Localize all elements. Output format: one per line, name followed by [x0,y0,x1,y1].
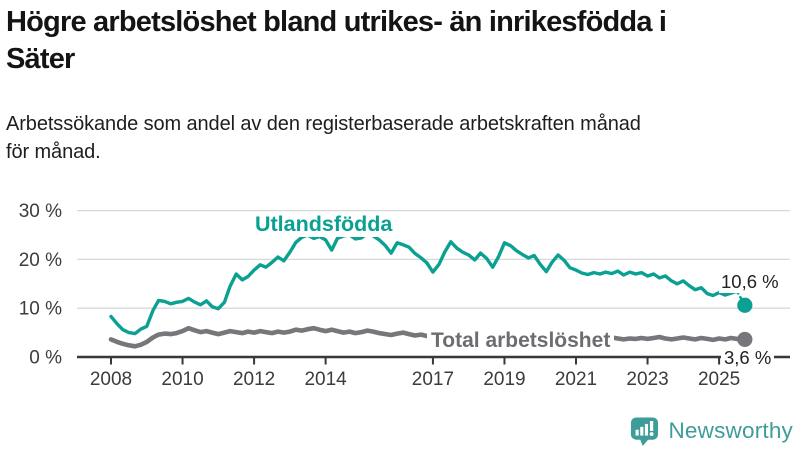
line-total-arbetsloshet [108,325,740,349]
x-tick-label-2017: 2017 [412,369,454,390]
chart-subtitle-line1: Arbetssökande som andel av den registerb… [6,113,641,135]
x-tick-label-2019: 2019 [483,369,525,390]
logo-bar-small [636,429,640,436]
endpoint-value-total: 3,6 % [721,347,775,369]
x-tick-label-2012: 2012 [233,369,275,390]
chart-subtitle-line2: för månad. [6,141,101,163]
x-tick-label-2014: 2014 [304,369,347,390]
page-title: Högre arbetslöshet bland utrikes- än inr… [6,4,798,77]
series-label-total-arbetsloshet: Total arbetslöshet [427,329,615,353]
y-tick-label-20: 20 % [19,250,62,271]
x-tick-label-2008: 2008 [90,369,132,390]
x-tick-label-2025: 2025 [698,369,740,390]
y-tick-label-30: 30 % [19,201,62,222]
logo-bar-tall [645,423,649,436]
x-tick-label-2010: 2010 [161,369,203,390]
chart-subtitle: Arbetssökande som andel av den registerb… [6,110,786,166]
y-tick-label-10: 10 % [19,299,62,320]
endpoint-dot-utlandsfodda [737,297,753,313]
logo-exclamation-bar [650,420,654,431]
y-tick-label-0: 0 % [29,348,62,369]
logo-exclamation-dot [650,431,654,436]
page-title-line1: Högre arbetslöshet bland utrikes- än inr… [6,6,667,38]
series-label-utlandsfodda: Utlandsfödda [253,212,395,237]
logo-bar-medium [640,426,644,436]
newsworthy-logo[interactable]: Newsworthy [629,415,793,447]
newsworthy-logo-text: Newsworthy [668,418,793,443]
x-tick-label-2021: 2021 [555,369,597,390]
page-title-line2: Säter [6,42,75,75]
endpoint-value-utlandsfodda: 10,6 % [719,271,781,293]
endpoint-dot-total [737,331,753,348]
newsworthy-logo-icon [631,416,659,446]
x-tick-label-2023: 2023 [626,369,668,390]
line-utlandsfodda [109,231,739,336]
